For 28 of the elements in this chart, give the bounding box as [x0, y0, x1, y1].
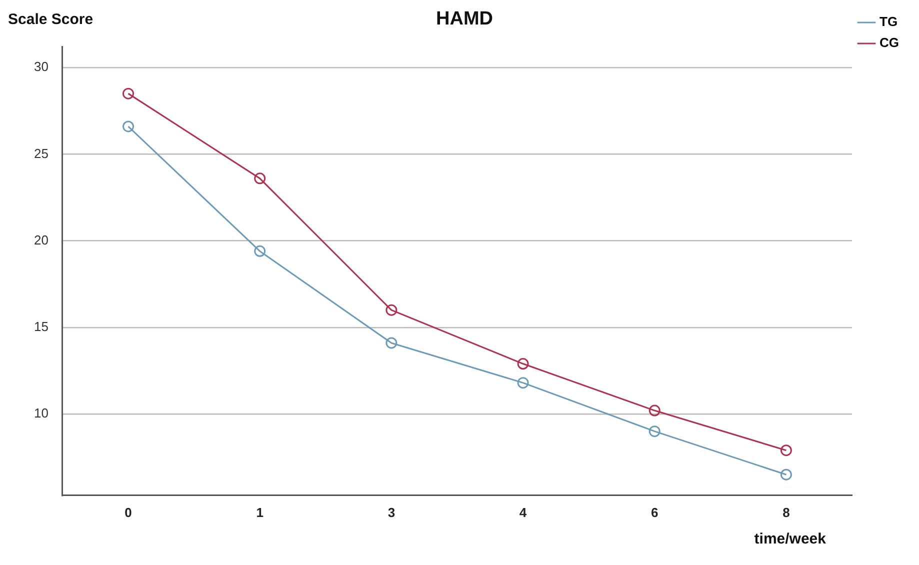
point	[780, 444, 792, 456]
point	[254, 245, 266, 257]
x-axis-title: time/week	[754, 530, 827, 548]
chart-title: HAMD	[436, 8, 493, 30]
x-tick-label: 4	[519, 504, 528, 520]
y-tick-label: 20	[34, 232, 48, 248]
point	[517, 358, 529, 370]
point	[517, 377, 529, 389]
point	[254, 172, 266, 184]
point	[648, 404, 660, 416]
y-tick-label: 30	[34, 59, 48, 74]
point	[648, 426, 660, 438]
point	[386, 337, 398, 349]
point	[780, 468, 792, 480]
legend-label: TG	[880, 14, 898, 30]
y-axis-title: Scale Score	[8, 11, 94, 28]
legend-label: CG	[880, 35, 899, 50]
point	[122, 88, 134, 100]
point	[386, 304, 398, 316]
x-tick-label: 8	[782, 504, 790, 520]
y-tick-label: 10	[34, 406, 48, 421]
y-tick-label: 15	[34, 318, 48, 334]
x-tick-label: 3	[388, 504, 396, 520]
x-tick-label: 0	[124, 504, 132, 520]
x-tick-label: 6	[651, 504, 658, 520]
y-tick-label: 25	[34, 146, 48, 161]
point	[122, 120, 134, 132]
x-tick-label: 1	[256, 504, 264, 520]
